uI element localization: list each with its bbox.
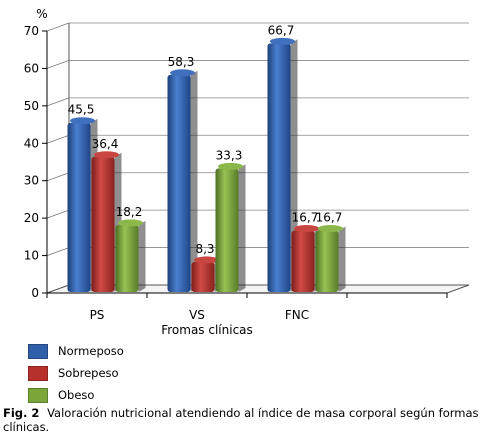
data-label: 36,4 [92, 137, 119, 151]
bar-top [94, 151, 119, 159]
bar-top [118, 219, 143, 227]
bar-top [318, 224, 343, 232]
bar-top [170, 69, 195, 77]
gridline-diagonal [46, 60, 70, 69]
bar [115, 224, 139, 292]
bar-top [270, 37, 295, 45]
bar [291, 230, 315, 292]
x-axis-title: Fromas clínicas [161, 323, 253, 337]
y-tick-label: 30 [24, 174, 39, 188]
legend-item: Normeposo [28, 340, 124, 362]
data-label: 16,7 [292, 210, 319, 224]
bar [215, 168, 239, 292]
y-tick-label: 20 [24, 211, 39, 225]
bar-top [70, 117, 95, 125]
data-label: 66,7 [268, 23, 295, 37]
legend-swatch [28, 365, 48, 381]
y-tick-label: 50 [24, 99, 39, 113]
legend-swatch [28, 387, 48, 403]
legend-swatch [28, 343, 48, 359]
bar-top [194, 256, 219, 264]
y-tick-label: 10 [24, 249, 39, 263]
y-tick-label: 0 [31, 286, 39, 300]
gridline-diagonal [46, 209, 70, 219]
legend: Normeposo Sobrepeso Obeso [28, 340, 124, 406]
bar [267, 43, 291, 293]
bar-top [218, 162, 243, 170]
y-tick-label: 40 [24, 136, 39, 150]
bar [91, 156, 115, 292]
gridline-diagonal [46, 22, 70, 32]
y-tick-label: 70 [24, 24, 39, 38]
data-label: 33,3 [216, 148, 243, 162]
gridline-diagonal [46, 172, 70, 182]
caption-text: Valoración nutricional atendiendo al índ… [3, 406, 479, 434]
legend-item: Obeso [28, 384, 124, 406]
bar [67, 122, 91, 292]
gridline-diagonal [46, 247, 70, 256]
x-tick-label: PS [90, 308, 105, 322]
data-label: 8,3 [195, 242, 214, 256]
data-label: 45,5 [68, 103, 95, 117]
x-tick-label: VS [189, 308, 205, 322]
bar-side [238, 164, 246, 292]
legend-item: Sobrepeso [28, 362, 124, 384]
bar-side [338, 226, 346, 292]
bar [191, 261, 215, 292]
gridline-diagonal [46, 97, 70, 107]
x-tick-label: FNC [285, 308, 309, 322]
figure-caption: Fig. 2 Valoración nutricional atendiendo… [3, 406, 483, 434]
bar [315, 230, 339, 292]
bar [167, 74, 191, 292]
bar-side [190, 70, 198, 292]
data-label: 18,2 [116, 205, 143, 219]
data-label: 58,3 [168, 55, 195, 69]
y-unit-label: % [36, 7, 47, 21]
bar-top [294, 224, 319, 232]
bar-side [138, 220, 146, 292]
legend-label: Normeposo [58, 344, 124, 358]
y-tick-label: 60 [24, 61, 39, 75]
legend-label: Sobrepeso [58, 366, 119, 380]
data-label: 16,7 [316, 210, 343, 224]
figure-label: Fig. 2 [3, 406, 40, 420]
legend-label: Obeso [58, 388, 95, 402]
bar-chart: 0 10 20 30 40 50 60 70% PS 45,5 36,4 18,2 VS 58,3 8,3… [24, 7, 470, 337]
gridline-diagonal [46, 134, 70, 144]
